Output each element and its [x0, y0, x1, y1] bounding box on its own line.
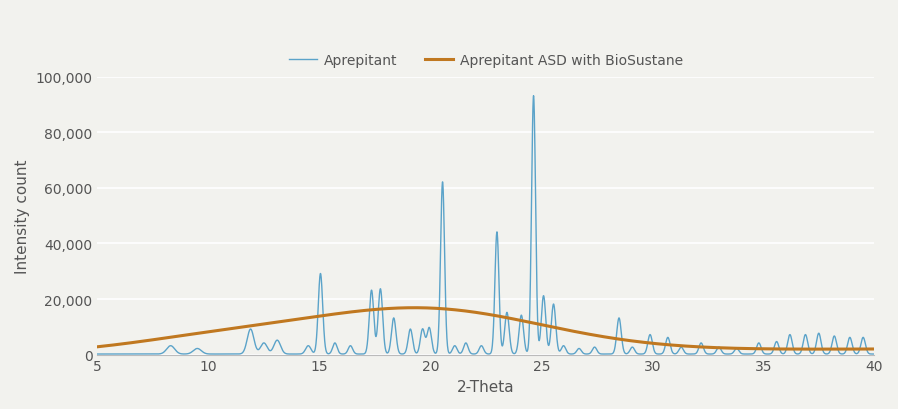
- Aprepitant ASD with BioSustane: [409, 306, 419, 310]
- Aprepitant ASD with BioSustane: [462, 309, 472, 314]
- Aprepitant ASD with BioSustane: [92, 344, 102, 349]
- Aprepitant ASD with BioSustane: [425, 306, 436, 311]
- Aprepitant: [656, 351, 667, 356]
- Aprepitant: [806, 351, 817, 356]
- Aprepitant ASD with BioSustane: [814, 347, 825, 352]
- Line: Aprepitant: Aprepitant: [97, 97, 875, 354]
- Aprepitant: [528, 94, 539, 99]
- Aprepitant: [418, 329, 429, 334]
- Line: Aprepitant ASD with BioSustane: Aprepitant ASD with BioSustane: [97, 308, 875, 349]
- Aprepitant: [425, 327, 436, 332]
- Y-axis label: Intensity count: Intensity count: [15, 159, 30, 273]
- Aprepitant: [92, 352, 102, 357]
- Aprepitant: [461, 341, 471, 346]
- Legend: Aprepitant, Aprepitant ASD with BioSustane: Aprepitant, Aprepitant ASD with BioSusta…: [284, 49, 688, 74]
- Aprepitant ASD with BioSustane: [869, 347, 880, 352]
- Aprepitant ASD with BioSustane: [418, 306, 429, 310]
- Aprepitant ASD with BioSustane: [656, 342, 667, 347]
- Aprepitant: [869, 352, 880, 357]
- X-axis label: 2-Theta: 2-Theta: [457, 379, 515, 394]
- Aprepitant ASD with BioSustane: [845, 347, 856, 352]
- Aprepitant: [845, 336, 856, 341]
- Aprepitant ASD with BioSustane: [806, 347, 817, 352]
